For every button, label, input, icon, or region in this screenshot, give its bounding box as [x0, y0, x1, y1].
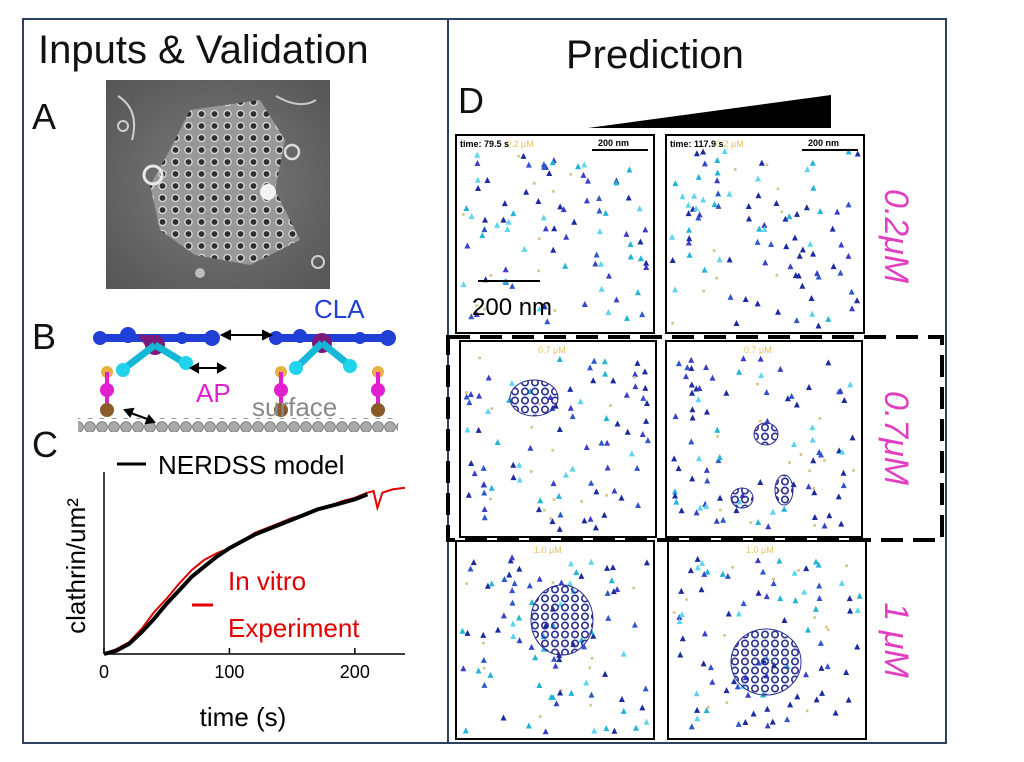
conc-label-02: 0.2μM	[877, 189, 915, 284]
snapshot-concentration-tag: 0.2 μM	[506, 139, 534, 149]
x-ticks: 0 100 200	[99, 648, 370, 682]
right-column-title: Prediction	[566, 33, 744, 77]
clathrin-lattice	[730, 487, 754, 509]
series-line-model	[103, 492, 369, 656]
x-axis-label: time (s)	[200, 702, 287, 732]
cla-label: CLA	[314, 294, 365, 324]
panel-label-c: C	[32, 424, 58, 465]
x-tick-label: 100	[214, 662, 244, 682]
clathrin-lattice	[753, 422, 779, 446]
conc-label-10: 1 μM	[877, 602, 915, 678]
left-column-title: Inputs & Validation	[38, 28, 369, 72]
panel-label-d: D	[458, 80, 484, 121]
simulation-snapshot: 1.0 μM	[667, 540, 867, 740]
panel-c-chart: 0 100 200 NERDSS model In vitro Experiment…	[61, 450, 406, 732]
simulation-snapshot: 1.0 μM	[455, 540, 655, 740]
highlight-box	[446, 335, 944, 542]
clathrin-lattice	[774, 474, 794, 506]
clathrin-lattice	[530, 584, 594, 656]
snapshot-time-label: time: 79.5 s	[460, 139, 509, 149]
legend-label-experiment-line2: Experiment	[228, 613, 360, 643]
panel-label-a: A	[32, 96, 57, 137]
simulation-snapshot: 0.7 μM	[459, 340, 657, 538]
x-tick-label: 0	[99, 662, 109, 682]
figure-frame	[22, 18, 947, 744]
x-tick-label: 200	[340, 662, 370, 682]
panel-label-b: B	[32, 316, 57, 357]
simulation-snapshot: 0.7 μM	[665, 340, 863, 538]
scale-bar-label: 200 nm	[472, 294, 552, 321]
snapshot-concentration-tag: 1.0 μM	[746, 545, 774, 555]
panel-a-sem-image	[106, 80, 330, 289]
conc-label-07: 0.7μM	[877, 391, 915, 486]
panel-b-schematic: CLA AP surface	[78, 294, 398, 432]
snapshot-time-label: time: 117.9 s	[670, 139, 724, 149]
snapshot-concentration-tag: 0.7 μM	[538, 345, 566, 355]
legend-label-model: NERDSS model	[158, 450, 344, 480]
snapshot-concentration-tag: 1.0 μM	[534, 545, 562, 555]
inset-scale-label: 200 nm	[808, 138, 839, 148]
legend-label-experiment-line1: In vitro	[228, 566, 306, 596]
clathrin-lattice	[730, 628, 802, 696]
increasing-time-wedge	[588, 95, 831, 128]
snapshot-concentration-tag: 0.2 μM	[716, 139, 744, 149]
ap-label: AP	[196, 378, 231, 408]
membrane-surface	[78, 418, 398, 432]
y-axis-label: clathrin/um²	[61, 498, 91, 634]
surface-label: surface	[252, 392, 337, 422]
snapshot-concentration-tag: 0.7 μM	[744, 345, 772, 355]
inset-scale-label: 200 nm	[598, 138, 629, 148]
clathrin-lattice	[509, 379, 559, 417]
